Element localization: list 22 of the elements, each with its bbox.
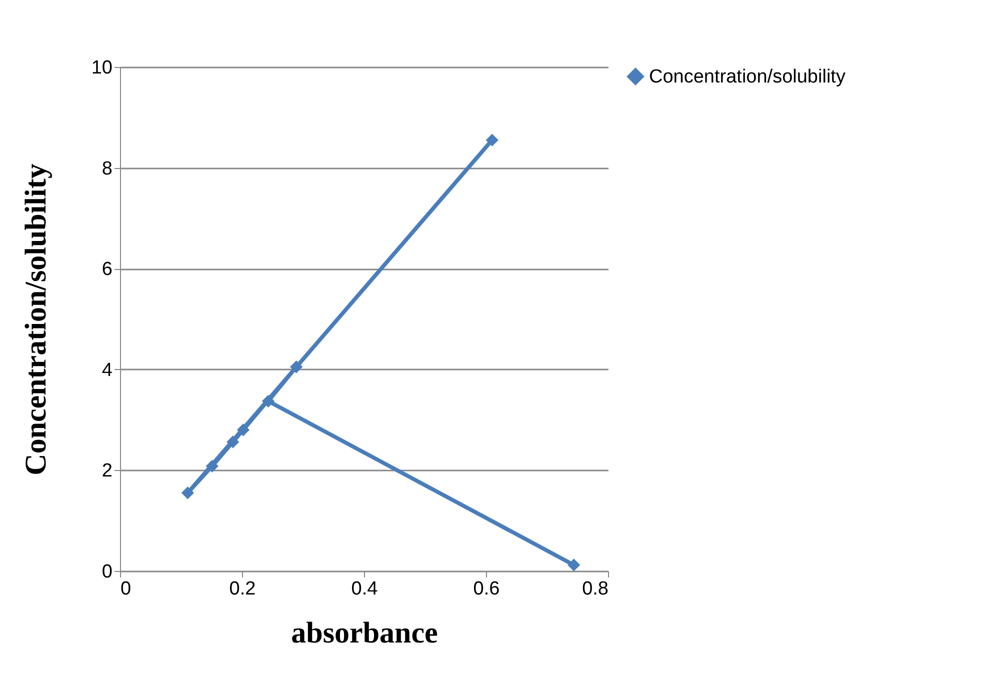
x-tick-label: 0.8 — [582, 578, 608, 600]
y-tick-label: 4 — [102, 360, 113, 381]
point — [206, 460, 218, 472]
x-tick-label: 0 — [120, 578, 132, 600]
y-axis-title: Concentration/solubility — [19, 164, 52, 476]
y-tick-label: 10 — [91, 58, 112, 78]
y-tick-label: 0 — [102, 562, 112, 582]
y-tick-label: 6 — [102, 259, 112, 280]
legend-label: Concentration/solubility — [649, 66, 846, 88]
x-axis-title: absorbance — [291, 616, 438, 650]
point — [181, 486, 194, 500]
point — [290, 360, 303, 374]
point — [236, 424, 250, 436]
y-tick-label: 2 — [102, 460, 112, 482]
y-tick-label: 8 — [102, 158, 112, 180]
x-tick-label: 0.4 — [351, 578, 378, 600]
point — [262, 394, 275, 408]
x-tick-label: 0.2 — [229, 578, 256, 600]
x-tick-label: 0.6 — [473, 578, 500, 600]
point — [226, 436, 240, 448]
point — [568, 558, 580, 572]
point — [486, 134, 498, 146]
